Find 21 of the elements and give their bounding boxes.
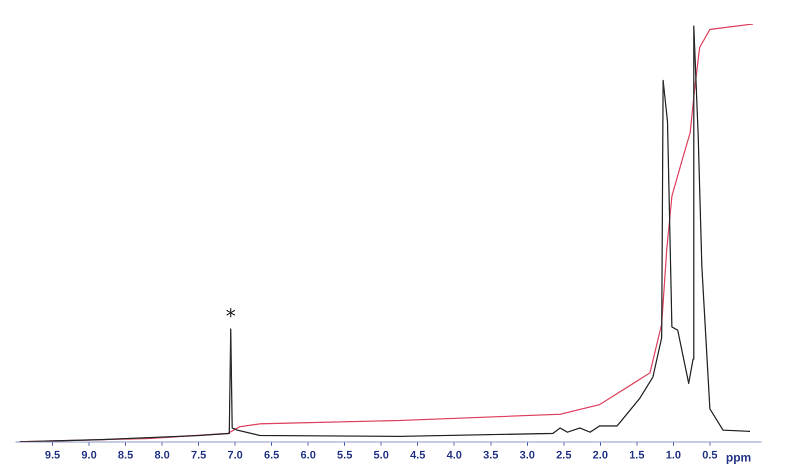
x-tick-label: 5.0 xyxy=(374,449,389,462)
x-tick-label: 4.5 xyxy=(410,449,426,462)
x-tick-label: 3.5 xyxy=(483,449,498,462)
x-tick-label: 7.0 xyxy=(227,449,243,462)
x-tick-label: 1.5 xyxy=(629,449,644,462)
x-tick-label: 4.0 xyxy=(446,449,462,462)
x-tick-label: 2.0 xyxy=(592,449,608,462)
x-tick-label: 8.0 xyxy=(154,449,170,462)
annotation: * xyxy=(226,304,236,328)
x-tick-label: 9.0 xyxy=(81,449,97,462)
x-tick-label: 7.5 xyxy=(190,449,206,462)
x-tick-label: 2.5 xyxy=(556,449,572,462)
x-tick-label: 9.5 xyxy=(44,449,60,462)
x-tick-label: 1.0 xyxy=(666,449,681,462)
x-tick-label: 3.0 xyxy=(520,449,535,462)
x-tick-label: 0.5 xyxy=(702,449,718,462)
x-axis-title: ppm xyxy=(726,450,752,464)
x-tick-label: 8.5 xyxy=(118,449,134,462)
x-tick-label: 6.0 xyxy=(300,449,316,462)
x-tick-label: 6.5 xyxy=(264,449,280,462)
x-tick-label: 5.5 xyxy=(337,449,352,462)
